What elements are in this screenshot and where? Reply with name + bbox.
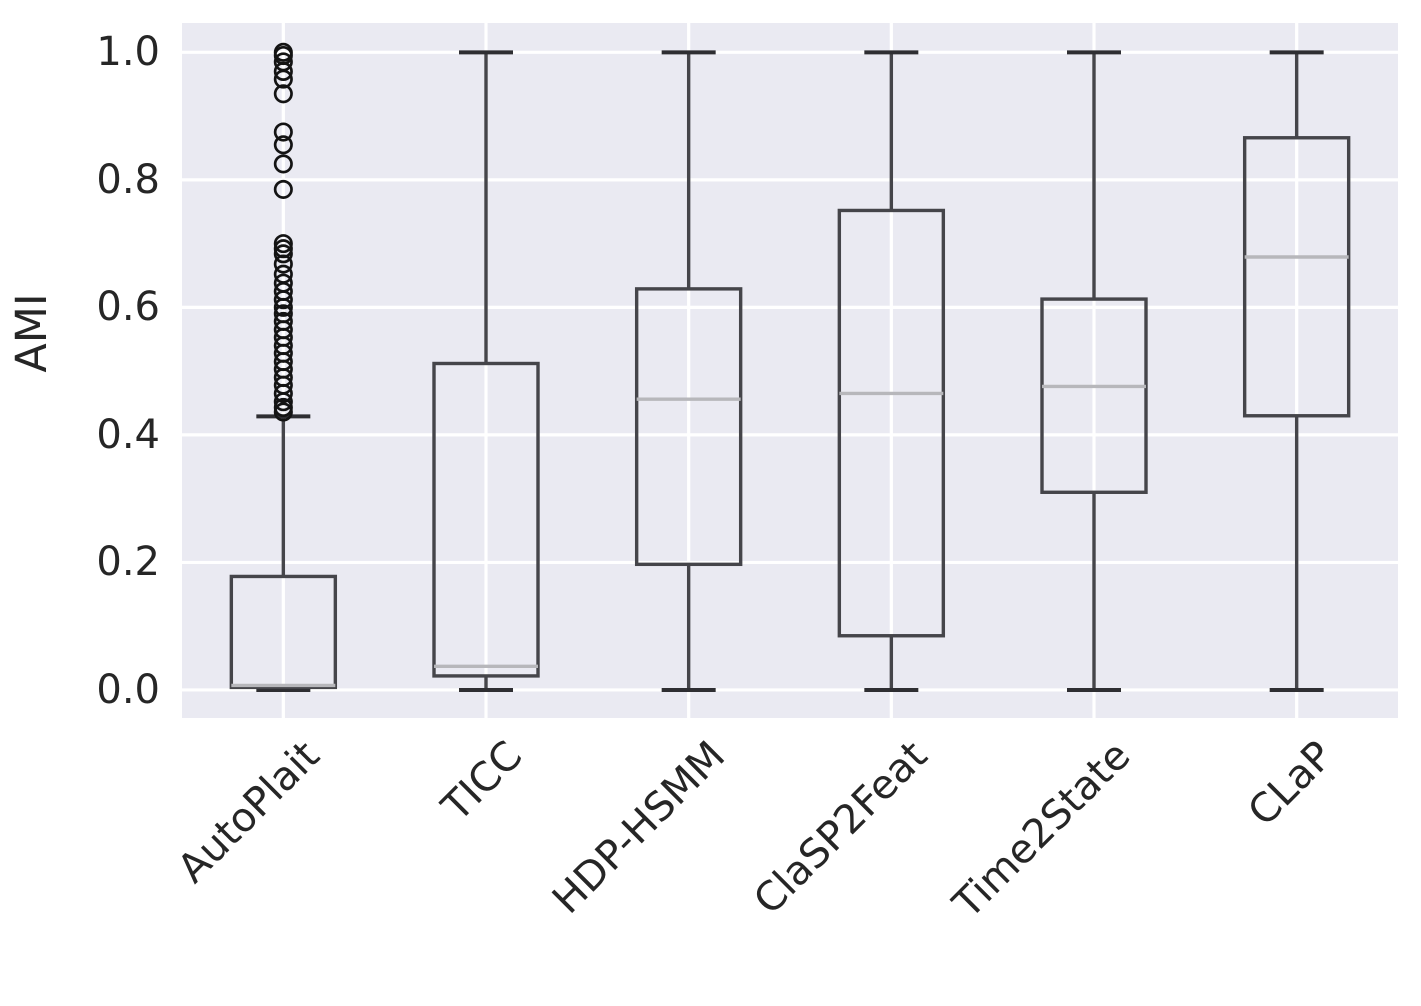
y-tick-label: 0.0	[96, 666, 160, 713]
y-tick-label: 0.8	[96, 156, 160, 203]
outlier-point	[273, 61, 293, 82]
box-time2state	[1040, 297, 1148, 494]
outlier-point	[273, 84, 293, 104]
outlier-point	[273, 392, 293, 412]
x-tick-label: HDP-HSMM	[543, 732, 734, 923]
outlier-point	[273, 297, 293, 317]
outlier-point	[273, 179, 293, 199]
y-tick-label: 0.6	[96, 284, 160, 331]
outlier-point	[273, 290, 293, 310]
boxplot-svg	[182, 23, 1398, 718]
x-tick-label: TICC	[433, 732, 532, 831]
outlier-point	[273, 402, 293, 422]
x-tick-label: Time2State	[944, 732, 1140, 928]
box-autoplait	[229, 574, 338, 690]
y-tick-label: 0.4	[96, 411, 160, 458]
box-clasp2feat	[837, 208, 946, 638]
x-tick-label: CLaP	[1239, 732, 1342, 836]
box-clap	[1242, 136, 1351, 418]
y-tick-label: 1.0	[96, 29, 160, 76]
outlier-point	[273, 135, 293, 155]
outlier-point	[273, 234, 293, 254]
plot-area	[182, 23, 1398, 718]
outlier-point	[273, 154, 293, 174]
outlier-point	[273, 69, 293, 89]
outlier-point	[273, 122, 293, 142]
box-ticc	[432, 361, 540, 678]
outlier-point	[273, 254, 293, 274]
outlier-point	[273, 244, 293, 264]
box-hdp-hsmm	[634, 287, 743, 567]
y-tick-label: 0.2	[96, 539, 160, 586]
outlier-point	[273, 383, 293, 404]
x-tick-label: ClaSP2Feat	[745, 732, 937, 924]
x-tick-label: AutoPlait	[169, 732, 329, 892]
